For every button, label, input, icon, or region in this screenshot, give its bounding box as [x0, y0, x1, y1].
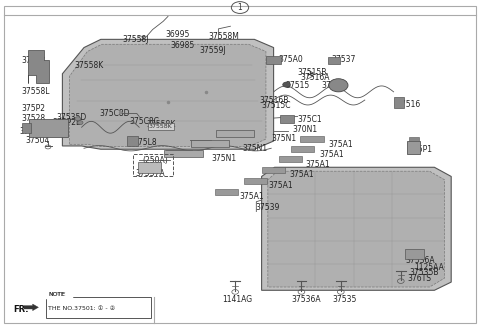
Polygon shape — [262, 167, 451, 290]
Text: 375A1: 375A1 — [289, 170, 314, 179]
Text: 37537A: 37537A — [136, 169, 166, 178]
Bar — [216, 130, 254, 137]
Text: 375A1: 375A1 — [319, 150, 344, 159]
Text: 37514: 37514 — [322, 81, 346, 90]
Bar — [127, 136, 138, 146]
Bar — [405, 249, 424, 259]
Text: 37558K: 37558K — [149, 124, 173, 129]
Text: 37535: 37535 — [333, 295, 357, 304]
Bar — [300, 136, 324, 142]
Text: 37539: 37539 — [255, 203, 280, 212]
Bar — [138, 162, 161, 173]
Polygon shape — [24, 304, 38, 311]
Bar — [266, 56, 281, 64]
Text: 375A1: 375A1 — [329, 140, 353, 149]
Text: 37558M: 37558M — [209, 31, 240, 41]
Text: NOTE: NOTE — [48, 293, 65, 297]
Text: 37537: 37537 — [331, 54, 356, 64]
FancyArrowPatch shape — [257, 180, 266, 182]
Bar — [191, 140, 229, 147]
Circle shape — [283, 82, 290, 87]
Bar — [29, 119, 68, 137]
Text: 375N1: 375N1 — [271, 134, 296, 143]
Bar — [262, 167, 285, 173]
Text: 37535B: 37535B — [409, 268, 438, 277]
Text: 375C8D: 375C8D — [100, 109, 131, 118]
Bar — [409, 137, 419, 141]
Text: 37559J: 37559J — [199, 46, 226, 55]
Text: 37558J: 37558J — [122, 35, 149, 44]
Text: 37515C: 37515C — [261, 101, 290, 110]
Text: 37516A: 37516A — [300, 72, 329, 82]
Text: THE NO.37501: ① - ②: THE NO.37501: ① - ② — [48, 306, 115, 311]
Text: 36995: 36995 — [166, 30, 190, 39]
Text: 375P2B: 375P2B — [53, 117, 82, 127]
Text: (250A): (250A) — [143, 156, 168, 165]
Text: 1125AA: 1125AA — [414, 263, 444, 272]
FancyArrowPatch shape — [292, 158, 301, 161]
Text: 376TS: 376TS — [407, 274, 431, 283]
Text: 37558L: 37558L — [22, 87, 50, 96]
FancyArrowPatch shape — [304, 148, 313, 151]
Text: 37558Z: 37558Z — [19, 127, 48, 136]
Text: 37536A: 37536A — [291, 295, 321, 304]
Text: 375C8C: 375C8C — [130, 117, 159, 126]
Polygon shape — [28, 50, 49, 83]
Text: 37516B: 37516B — [259, 95, 288, 105]
Text: 375N1: 375N1 — [242, 144, 267, 153]
Text: 1: 1 — [238, 3, 242, 12]
Text: 1141AG: 1141AG — [222, 295, 252, 304]
Text: 375A1: 375A1 — [269, 181, 293, 190]
Text: 375L8: 375L8 — [133, 138, 157, 147]
Text: NOTE: NOTE — [48, 292, 66, 297]
Bar — [164, 150, 203, 157]
Bar — [407, 141, 420, 154]
Text: 375P1: 375P1 — [408, 145, 432, 154]
FancyArrowPatch shape — [314, 138, 323, 141]
Text: 36985: 36985 — [170, 41, 195, 51]
Polygon shape — [62, 39, 274, 149]
Text: 375N1: 375N1 — [211, 154, 236, 163]
Text: 375C1: 375C1 — [298, 115, 322, 124]
Text: 375P2: 375P2 — [22, 104, 46, 113]
Text: 37535D: 37535D — [57, 113, 87, 122]
Bar — [280, 115, 294, 123]
FancyArrowPatch shape — [276, 169, 285, 172]
Text: FR.: FR. — [13, 305, 29, 315]
Bar — [291, 146, 314, 152]
Bar — [215, 189, 238, 195]
Text: 375A0: 375A0 — [278, 54, 303, 64]
Polygon shape — [268, 171, 444, 287]
Circle shape — [75, 117, 81, 121]
Text: 370N1: 370N1 — [293, 125, 318, 134]
Text: 37558K: 37558K — [74, 61, 104, 70]
Text: 37504: 37504 — [25, 136, 49, 145]
Text: 37558K: 37558K — [146, 120, 175, 129]
Bar — [328, 57, 340, 64]
Text: 375A1: 375A1 — [239, 192, 264, 201]
FancyArrowPatch shape — [228, 191, 238, 193]
Text: 37528: 37528 — [22, 113, 46, 123]
Bar — [22, 123, 31, 133]
Circle shape — [329, 79, 348, 92]
Circle shape — [77, 121, 83, 125]
Text: 375A1: 375A1 — [306, 160, 330, 169]
Text: 37536A: 37536A — [406, 256, 435, 265]
Text: 37515: 37515 — [286, 81, 310, 90]
Text: 37516: 37516 — [396, 100, 420, 110]
Text: 37523: 37523 — [22, 56, 46, 65]
Bar — [394, 97, 404, 108]
Bar — [244, 178, 267, 184]
Polygon shape — [70, 44, 266, 147]
Bar — [279, 156, 302, 162]
Text: 37515B: 37515B — [298, 68, 327, 77]
